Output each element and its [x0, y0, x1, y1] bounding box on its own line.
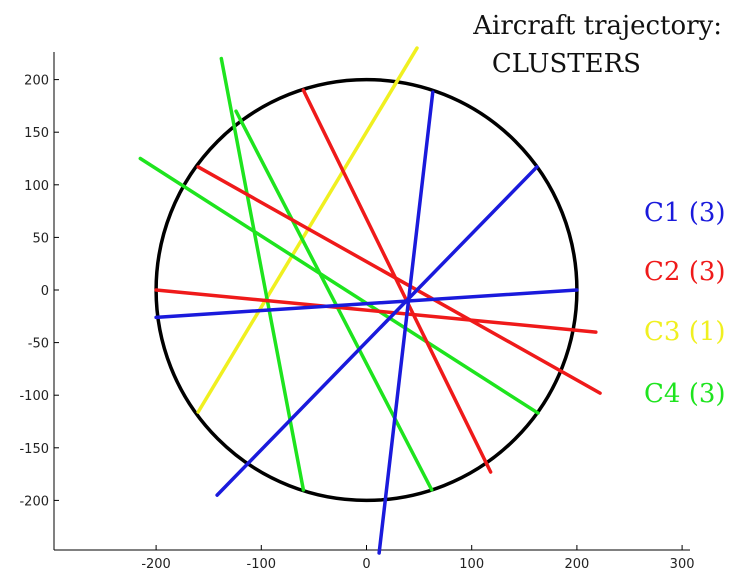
x-tick-label: 300 [670, 557, 695, 572]
x-tick-label: 200 [564, 557, 589, 572]
legend-entry-c3: C3 (1) [644, 317, 726, 347]
trajectory-lines [138, 46, 602, 555]
trajectory-c1-2 [215, 165, 539, 497]
trajectory-c2-1 [154, 288, 598, 334]
x-tick-label: -100 [247, 557, 277, 572]
y-tick-label: 50 [32, 231, 49, 246]
plot-area: -200 -100 0 100 200 300 200 150 100 50 0 -50 -100 -15… [19, 46, 695, 572]
y-tick-label: -50 [28, 337, 49, 352]
x-tick-label: 100 [459, 557, 484, 572]
y-tick-label: -150 [19, 442, 49, 457]
trajectory-c4-3 [234, 109, 434, 492]
axis-ticks: -200 -100 0 100 200 300 200 150 100 50 0 -50 -100 -15… [19, 74, 694, 572]
trajectory-c2-2 [196, 165, 602, 395]
trajectory-c4-1 [138, 156, 540, 415]
legend: C1 (3) C2 (3) C3 (1) C4 (3) [644, 198, 726, 409]
trajectory-c1-1 [154, 288, 579, 320]
y-tick-label: -200 [19, 494, 49, 509]
boundary-circle [154, 77, 579, 503]
title-line-1: Aircraft trajectory: [472, 11, 722, 41]
x-tick-label: 0 [362, 557, 370, 572]
y-tick-label: 200 [24, 74, 49, 89]
title-line-2: CLUSTERS [492, 49, 641, 79]
legend-entry-c2: C2 (3) [644, 257, 726, 287]
legend-entry-c4: C4 (3) [644, 379, 726, 409]
chart-title: Aircraft trajectory: CLUSTERS [472, 11, 722, 79]
trajectory-c2-3 [301, 88, 493, 474]
y-tick-label: 100 [24, 179, 49, 194]
legend-entry-c1: C1 (3) [644, 198, 726, 228]
x-tick-label: -200 [141, 557, 171, 572]
trajectory-c1-3 [377, 90, 435, 555]
y-tick-label: 0 [41, 284, 49, 299]
y-tick-label: -100 [19, 389, 49, 404]
trajectory-c4-2 [219, 56, 306, 492]
y-tick-label: 150 [24, 126, 49, 141]
